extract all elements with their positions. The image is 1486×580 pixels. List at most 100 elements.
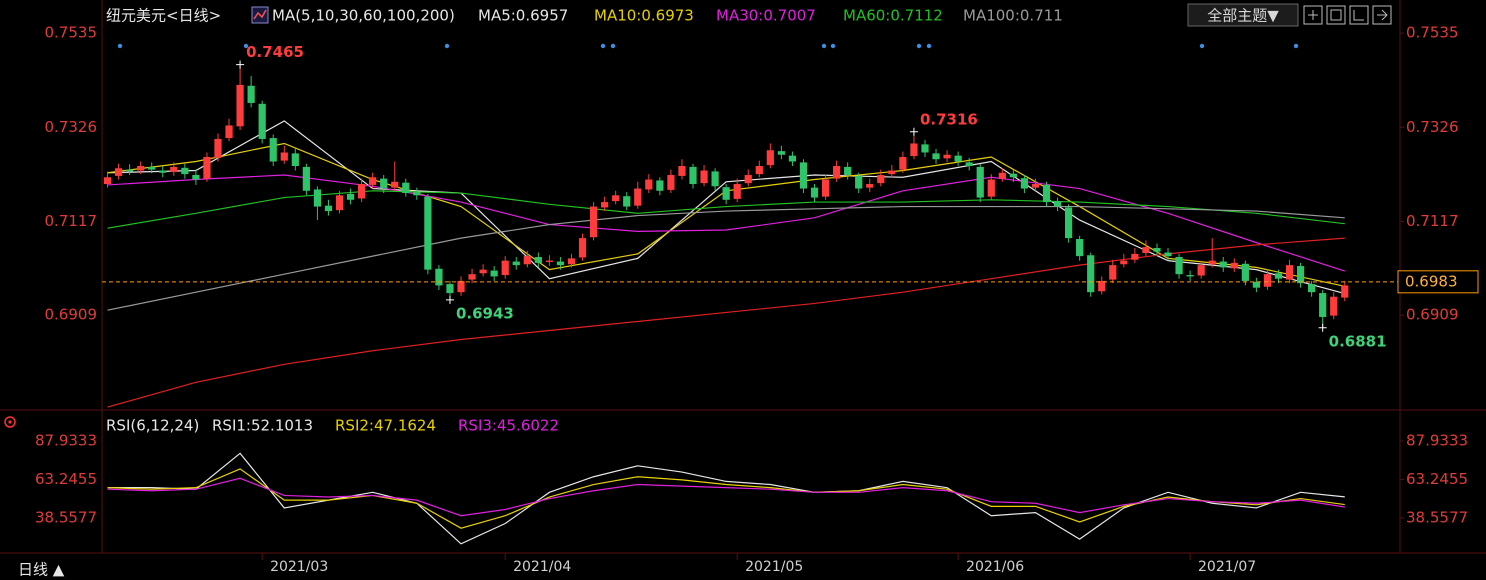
candle-body: [1252, 281, 1260, 288]
view-icon[interactable]: [1349, 5, 1369, 25]
candle-body: [656, 180, 664, 191]
event-marker: [830, 43, 836, 49]
candle-body: [877, 175, 885, 184]
candle-body: [534, 257, 542, 263]
candle-body: [899, 156, 907, 170]
candle-body: [346, 193, 355, 200]
candle-body: [1142, 247, 1150, 253]
candle-body: [512, 261, 520, 266]
event-marker: [117, 43, 123, 49]
candle-body: [1274, 273, 1283, 279]
view-icon[interactable]: [1372, 5, 1392, 25]
candle-body: [269, 138, 277, 162]
candle-body: [1153, 248, 1161, 252]
candle-body: [181, 167, 189, 175]
candle-body: [159, 170, 167, 173]
candle-body: [910, 143, 918, 157]
y-tick-label-left: 38.5577: [35, 508, 97, 526]
view-icon[interactable]: [1326, 5, 1346, 25]
moving-average-line: [107, 120, 1345, 295]
y-tick-label-right: 63.2455: [1406, 470, 1468, 488]
theme-button-label: 全部主题▼: [1207, 7, 1279, 25]
view-icon[interactable]: [1303, 5, 1323, 25]
candle-body: [148, 166, 156, 170]
candle-body: [589, 206, 598, 238]
candle-body: [612, 195, 620, 202]
theme-button[interactable]: [1187, 3, 1299, 27]
moving-average-line: [107, 237, 1345, 408]
candle-body: [888, 170, 896, 175]
candle-body: [866, 184, 874, 188]
legend-entry: RSI3:45.6022: [458, 417, 559, 435]
candle-body: [247, 85, 255, 103]
event-marker: [1199, 43, 1205, 49]
candle-body: [954, 155, 962, 162]
candle-body: [1197, 265, 1205, 276]
candle-body: [667, 175, 675, 190]
extreme-marker: [1318, 323, 1327, 332]
candle-body: [1042, 184, 1051, 203]
candle-body: [192, 175, 200, 180]
last-price-box: [1397, 270, 1479, 294]
candle-body: [280, 152, 288, 161]
candle-body: [358, 184, 366, 199]
candle-body: [1031, 184, 1040, 188]
candle-body: [103, 177, 112, 185]
candle-body: [965, 162, 973, 167]
candle-body: [170, 166, 178, 172]
x-tick-label: 2021/07: [1198, 559, 1256, 575]
candle-body: [1076, 239, 1084, 257]
period-button[interactable]: [0, 557, 90, 580]
panel-icon[interactable]: [4, 416, 16, 428]
x-tick-label: 2021/03: [270, 559, 328, 575]
y-tick-label-left: 0.6909: [45, 306, 98, 324]
candle-body: [391, 181, 399, 188]
candle-body: [1164, 252, 1172, 257]
candle-body: [678, 166, 686, 176]
candle-body: [766, 150, 774, 166]
candle-body: [203, 156, 211, 179]
period-button-label: 日线 ▲: [18, 561, 65, 579]
candle-body: [755, 166, 763, 175]
candle-body: [457, 280, 465, 293]
y-tick-label-right: 38.5577: [1406, 508, 1468, 526]
candle-body: [1319, 293, 1327, 317]
candle-body: [1009, 173, 1017, 178]
candle-body: [1296, 266, 1305, 284]
x-tick-label: 2021/04: [513, 559, 571, 575]
y-tick-label-left: 0.7117: [45, 212, 98, 230]
candle-body: [932, 153, 940, 160]
y-tick-label-right: 0.6909: [1406, 306, 1459, 324]
candle-body: [943, 154, 951, 159]
candle-body: [1230, 262, 1238, 269]
y-tick-label-right: 87.9333: [1406, 431, 1468, 449]
candle-body: [214, 138, 222, 158]
candle-body: [413, 192, 421, 196]
candle-body: [1219, 261, 1227, 268]
candle-body: [1020, 178, 1029, 189]
candle-body: [788, 155, 797, 162]
candle-body: [1330, 296, 1338, 316]
x-tick-label: 2021/05: [745, 559, 803, 575]
event-marker: [821, 43, 827, 49]
candle-body: [987, 179, 995, 197]
candle-body: [468, 274, 476, 280]
low-label: 0.6943: [456, 304, 514, 322]
candle-body: [733, 184, 741, 199]
candle-body: [1241, 263, 1249, 281]
candle-body: [1208, 260, 1216, 265]
y-tick-label-left: 87.9333: [35, 431, 97, 449]
moving-average-line: [107, 205, 1345, 311]
candle-body: [335, 195, 344, 211]
candle-body: [799, 162, 808, 189]
legend-entry: MA100:0.711: [963, 7, 1063, 25]
event-marker: [444, 43, 450, 49]
candle-body: [435, 268, 443, 286]
y-tick-label-right: 0.7117: [1406, 212, 1459, 230]
indicator-name: MA(5,10,30,60,100,200): [272, 7, 455, 25]
candle-body: [998, 172, 1006, 179]
extreme-marker: [909, 127, 918, 136]
candle-body: [225, 125, 233, 139]
candle-body: [556, 261, 565, 266]
